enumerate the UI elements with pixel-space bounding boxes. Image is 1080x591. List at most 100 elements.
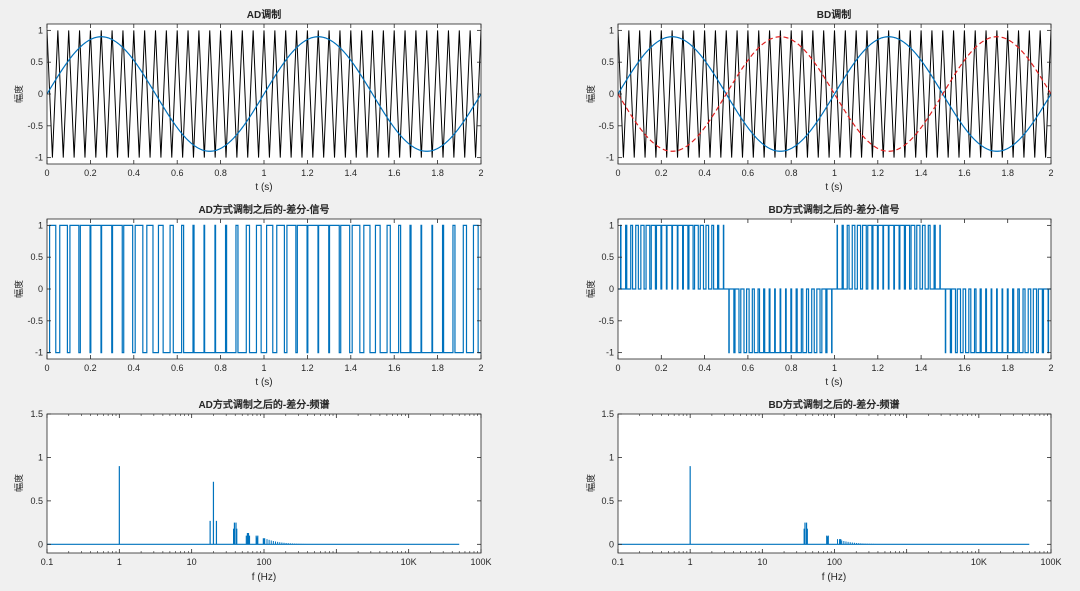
- subplot-bd-spec: BD方式调制之后的-差分-频谱 f (Hz) 幅度 0.1 1 10 100 10K 10…: [585, 398, 1062, 583]
- y-axis-label: 幅度: [585, 280, 596, 298]
- x-tick-label: 0: [44, 168, 49, 178]
- y-tick-label: -0.5: [598, 316, 614, 326]
- series-line-1: [618, 36, 1051, 152]
- title: BD方式调制之后的-差分-频谱: [768, 398, 899, 411]
- subplot-bd-mod: BD调制 t (s) 幅度 0 0.2 0.4 0.6 0.8 1 1.2 1.4 1.6 1.8…: [585, 8, 1054, 193]
- x-tick-label: 1.2: [872, 363, 885, 373]
- title: BD调制: [817, 8, 851, 21]
- x-tick-label: 0.8: [214, 363, 227, 373]
- y-tick-label: -1: [606, 153, 614, 163]
- y-tick-label: 0: [38, 539, 43, 549]
- y-tick-label: 0: [609, 89, 614, 99]
- y-tick-label: 1.5: [601, 409, 614, 419]
- y-tick-label: -0.5: [598, 121, 614, 131]
- x-tick-label: 1.4: [915, 168, 928, 178]
- x-tick-label: 2: [1048, 168, 1053, 178]
- y-tick-label: 0: [38, 284, 43, 294]
- x-tick-label: 1.2: [301, 168, 314, 178]
- y-tick-label: 0.5: [601, 496, 614, 506]
- y-tick-label: 0: [609, 539, 614, 549]
- x-tick-label: 0.8: [785, 363, 798, 373]
- y-tick-label: 1.5: [30, 409, 43, 419]
- y-tick-label: 0.5: [30, 57, 43, 67]
- x-axis-label: t (s): [825, 377, 842, 388]
- y-tick-label: 0.5: [601, 252, 614, 262]
- plot-series: [47, 224, 481, 354]
- x-axis-label: f (Hz): [252, 572, 276, 583]
- y-axis-label: 幅度: [13, 474, 24, 492]
- x-tick-label: 1: [832, 363, 837, 373]
- x-tick-label: 0.6: [171, 363, 184, 373]
- x-axis-label: f (Hz): [822, 572, 846, 583]
- x-tick-label: 0.1: [41, 557, 54, 567]
- plot-series: [47, 30, 481, 158]
- series-line-0: [47, 30, 481, 158]
- x-tick-label: 1.8: [431, 363, 444, 373]
- x-tick-label: 100K: [470, 557, 491, 567]
- y-axis-label: 幅度: [585, 474, 596, 492]
- x-tick-label: 0.2: [84, 363, 97, 373]
- x-tick-label: 1.2: [301, 363, 314, 373]
- x-tick-label: 0.4: [698, 363, 711, 373]
- plot-area: [618, 414, 1051, 553]
- x-tick-label: 10: [757, 557, 767, 567]
- x-axis-label: t (s): [255, 377, 272, 388]
- plot-series: [618, 30, 1051, 158]
- y-tick-label: -0.5: [27, 316, 43, 326]
- x-tick-label: 100: [256, 557, 271, 567]
- title: AD方式调制之后的-差分-频谱: [198, 398, 329, 411]
- x-tick-label: 2: [478, 363, 483, 373]
- x-tick-label: 0.4: [698, 168, 711, 178]
- x-tick-label: 0.2: [655, 363, 668, 373]
- y-tick-label: 0.5: [30, 252, 43, 262]
- x-tick-label: 0.6: [742, 363, 755, 373]
- x-tick-label: 0.2: [84, 168, 97, 178]
- title: BD方式调制之后的-差分-信号: [768, 203, 899, 216]
- x-tick-label: 0.1: [612, 557, 625, 567]
- y-tick-label: 0: [38, 89, 43, 99]
- x-tick-label: 1.8: [431, 168, 444, 178]
- x-tick-label: 0.2: [655, 168, 668, 178]
- x-tick-label: 1.8: [1001, 363, 1014, 373]
- x-tick-label: 1.6: [388, 168, 401, 178]
- x-tick-label: 10K: [971, 557, 987, 567]
- x-tick-label: 1: [832, 168, 837, 178]
- y-tick-label: 1: [609, 220, 614, 230]
- x-tick-label: 1.6: [958, 363, 971, 373]
- plot-area: [47, 219, 481, 359]
- x-tick-label: 1.8: [1001, 168, 1014, 178]
- y-tick-label: 1: [38, 452, 43, 462]
- y-axis-label: 幅度: [13, 85, 24, 103]
- y-tick-label: 1: [38, 25, 43, 35]
- x-tick-label: 1.4: [345, 363, 358, 373]
- x-tick-label: 0.6: [742, 168, 755, 178]
- x-tick-label: 1: [261, 168, 266, 178]
- x-tick-label: 0.4: [128, 168, 141, 178]
- x-tick-label: 100K: [1040, 557, 1061, 567]
- x-tick-label: 0: [615, 363, 620, 373]
- y-axis-label: 幅度: [585, 85, 596, 103]
- y-tick-label: 0.5: [601, 57, 614, 67]
- x-tick-label: 1.6: [388, 363, 401, 373]
- x-tick-label: 0.4: [128, 363, 141, 373]
- plot-series: [618, 224, 1051, 354]
- y-tick-label: -0.5: [27, 121, 43, 131]
- x-tick-label: 0: [615, 168, 620, 178]
- x-tick-label: 10K: [401, 557, 417, 567]
- series-line-0: [618, 224, 1051, 354]
- plot-area: [47, 414, 481, 553]
- x-tick-label: 1.6: [958, 168, 971, 178]
- plot-series: [47, 466, 460, 545]
- x-tick-label: 0.8: [785, 168, 798, 178]
- y-tick-label: -1: [35, 153, 43, 163]
- y-tick-label: 1: [38, 220, 43, 230]
- x-tick-label: 1: [688, 557, 693, 567]
- x-tick-label: 0.6: [171, 168, 184, 178]
- x-tick-label: 0.8: [214, 168, 227, 178]
- series-line-0: [47, 224, 481, 354]
- subplot-ad-diff: AD方式调制之后的-差分-信号 t (s) 幅度 0 0.2 0.4 0.6 0.8 1 1…: [13, 203, 484, 388]
- y-axis-label: 幅度: [13, 280, 24, 298]
- x-tick-label: 1.2: [872, 168, 885, 178]
- y-tick-label: 0: [609, 284, 614, 294]
